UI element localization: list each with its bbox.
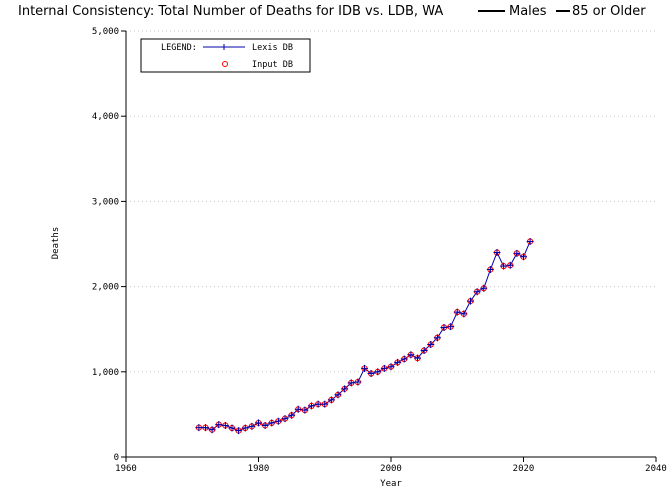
point-lexis-db: [235, 427, 243, 435]
series-line-lexis-db: [198, 241, 531, 432]
point-lexis-db: [433, 334, 441, 342]
point-lexis-db: [347, 379, 355, 387]
point-lexis-db: [288, 411, 296, 419]
point-lexis-db: [414, 354, 421, 362]
tick-labels: 0 1,000 2,000 3,000 4,000 5,000 1960 1980 2000 20…: [92, 27, 667, 474]
point-lexis-db: [486, 266, 494, 274]
point-lexis-db: [202, 424, 209, 432]
point-lexis-db: [374, 368, 382, 376]
chart-title-suffix-males: Males: [509, 4, 547, 19]
legend-lexis-marker: [221, 44, 227, 50]
point-lexis-db: [327, 396, 335, 404]
point-lexis-db: [354, 378, 362, 386]
point-lexis-db: [241, 424, 249, 432]
point-lexis-db: [520, 253, 527, 261]
point-lexis-db: [387, 363, 395, 371]
legend-title: LEGEND:: [161, 43, 197, 53]
point-lexis-db: [314, 400, 322, 408]
point-lexis-db: [394, 358, 402, 366]
y-tick-label: 0: [114, 453, 119, 463]
y-tick-label: 4,000: [92, 112, 119, 122]
legend-lexis-label: Lexis DB: [252, 43, 293, 53]
point-lexis-db: [228, 424, 236, 432]
grid: [126, 30, 656, 373]
point-lexis-db: [420, 347, 428, 354]
x-axis-label: Year: [380, 479, 402, 488]
point-lexis-db: [195, 424, 203, 432]
chart-title-suffix-age: 85 or Older: [572, 4, 646, 19]
legend-input-marker: [222, 61, 228, 67]
point-lexis-db: [281, 415, 289, 423]
y-axis-label: Deaths: [51, 227, 61, 260]
point-lexis-db: [268, 419, 276, 427]
series: [195, 237, 534, 435]
point-lexis-db: [361, 364, 368, 372]
point-lexis-db: [215, 421, 223, 429]
y-tick-label: 2,000: [92, 283, 119, 293]
point-lexis-db: [407, 351, 415, 359]
point-lexis-db: [301, 406, 309, 414]
point-lexis-db: [493, 249, 501, 257]
point-lexis-db: [208, 426, 216, 434]
point-lexis-db: [453, 308, 461, 316]
point-lexis-db: [341, 385, 349, 393]
point-lexis-db: [334, 391, 342, 399]
y-tick-label: 5,000: [92, 27, 119, 37]
point-lexis-db: [513, 249, 521, 257]
x-tick-label: 2020: [513, 464, 535, 474]
point-lexis-db: [460, 310, 468, 318]
x-tick-label: 2040: [645, 464, 667, 474]
point-lexis-db: [526, 237, 534, 245]
point-lexis-db: [506, 261, 514, 269]
point-lexis-db: [447, 323, 455, 331]
y-tick-label: 1,000: [92, 368, 119, 378]
point-lexis-db: [500, 262, 508, 270]
chart-title: Internal Consistency: Total Number of De…: [18, 4, 443, 19]
axes: [121, 30, 657, 462]
point-lexis-db: [480, 284, 488, 292]
point-lexis-db: [274, 417, 282, 425]
point-lexis-db: [308, 402, 315, 410]
point-lexis-db: [248, 422, 256, 430]
x-tick-label: 1980: [248, 464, 270, 474]
legend-input-label: Input DB: [252, 60, 293, 70]
point-lexis-db: [294, 405, 302, 413]
point-lexis-db: [467, 297, 474, 305]
x-tick-label: 1960: [115, 464, 137, 474]
point-lexis-db: [221, 421, 229, 429]
point-lexis-db: [380, 364, 388, 372]
point-lexis-db: [400, 355, 408, 363]
point-lexis-db: [440, 323, 448, 331]
point-lexis-db: [427, 341, 435, 349]
point-lexis-db: [367, 370, 375, 378]
x-tick-label: 2000: [380, 464, 402, 474]
legend: LEGEND: Lexis DB Input DB: [140, 38, 311, 73]
point-lexis-db: [255, 419, 262, 427]
point-lexis-db: [321, 400, 329, 408]
point-lexis-db: [261, 421, 269, 429]
y-tick-label: 3,000: [92, 197, 119, 207]
point-lexis-db: [473, 288, 481, 296]
